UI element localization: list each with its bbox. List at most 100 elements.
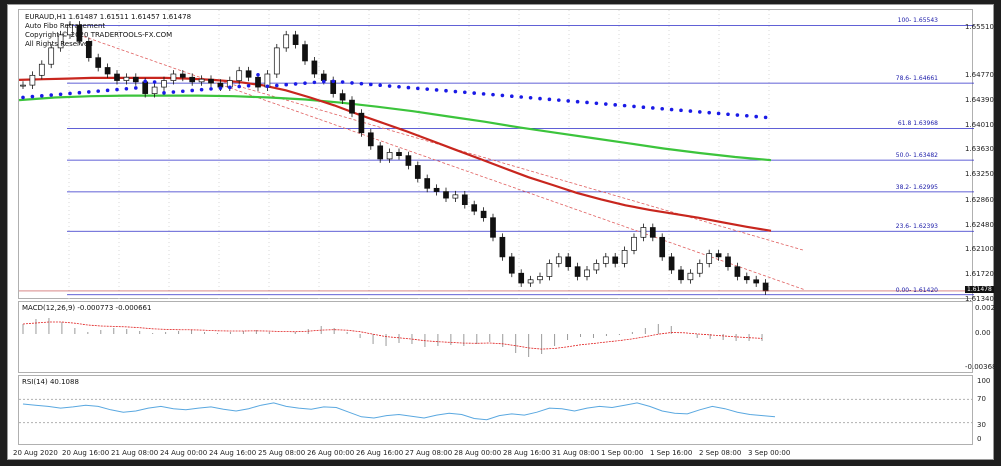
sar-dot [444,88,448,93]
candle-body [95,57,102,68]
rsi-level-0: 0 [977,435,982,443]
macd-label: MACD(12,26,9) -0.000773 -0.000661 [22,304,152,312]
sar-dot [256,72,260,77]
sar-dot [604,102,608,106]
time-axis-label: 25 Aug 08:00 [258,449,306,457]
sar-dot [115,87,119,92]
candle-body [706,253,713,264]
sar-dot [632,104,636,109]
candle-body [85,41,92,59]
price-scale[interactable]: 1.65510 1.64770 1.64390 1.64010 1.63630 1.632… [965,9,995,303]
macd-signal-line [22,321,763,350]
sar-dot [716,111,721,116]
macd-pane[interactable]: MACD(12,26,9) -0.000773 -0.000661 [18,301,973,373]
rsi-chart [19,398,974,424]
candle-body [104,67,111,75]
fib-level-label: 23.6- 1.62393 [895,223,938,231]
macd-scale-bottom: -0.003688 [965,363,1001,371]
candle-body [490,217,496,238]
price-axis-label: 1.61720 [965,270,994,279]
price-pane[interactable]: EURAUD,H1 1.61487 1.61511 1.61457 1.6147… [18,9,974,300]
sar-dot [688,109,693,113]
sar-dot [293,82,298,86]
candle-body [273,47,280,75]
sar-dot [425,87,430,91]
sar-dot [350,81,354,85]
candle-body [320,73,327,81]
price-axis-label: 1.61340 [965,295,994,303]
rsi-level-100: 100 [977,377,991,385]
candle-body [57,34,64,49]
candle-body [715,253,722,258]
candle-body [649,227,656,238]
sar-dot [575,99,580,104]
sar-dot [152,80,157,84]
time-axis-label: 24 Aug 00:00 [160,449,208,457]
candle-body [593,263,600,271]
sar-dot [77,90,82,95]
candle-body [48,47,55,65]
candle-body [687,272,694,281]
time-axis-label: 1 Sep 16:00 [650,449,693,457]
sar-dot [406,85,411,90]
sar-dot [491,92,495,97]
candle-body [659,236,666,258]
price-axis-label: 1.65510 [965,22,994,31]
time-axis-label: 2 Sep 08:00 [699,449,742,457]
sar-dot [472,91,477,95]
candle-body [358,112,365,134]
time-axis-label: 24 Aug 16:00 [209,449,257,457]
candle-body [565,256,572,268]
price-axis-label: 1.64010 [965,120,994,129]
sar-dot [669,107,674,112]
sar-dot [453,89,458,94]
sar-dot [566,99,570,103]
fib-level-label: 100- 1.65543 [897,17,938,25]
candle-body [537,276,543,281]
time-axis-label: 27 Aug 08:00 [405,449,453,457]
sar-dot [87,90,91,94]
candle-body [678,269,684,281]
sar-dot [181,89,185,94]
candle-body [424,178,431,189]
candle-body [555,256,562,264]
rsi-pane[interactable]: RSI(14) 40.1088 [18,375,974,445]
candle-body [499,236,506,258]
candle-body [189,76,196,83]
price-axis-label: 1.62100 [965,245,994,254]
sar-dot [30,94,35,99]
candle-body [367,132,374,147]
macd-scale: 0.002312 0.00 -0.003688 [965,301,1001,373]
price-axis-label: 1.62860 [965,195,994,204]
sar-dot [199,87,204,92]
sar-dot [585,100,589,105]
sar-dot [416,86,420,91]
sar-dot [237,84,241,89]
symbol-header: EURAUD,H1 1.61487 1.61511 1.61457 1.6147… [25,13,192,21]
sar-dot [218,86,223,90]
fib-level-label: 38.2- 1.62995 [895,183,938,191]
candle-body [114,73,120,81]
sar-dot [641,105,646,109]
sar-dot [190,88,194,93]
sar-dot [679,108,683,113]
candle-body [471,204,478,212]
candle-body [29,74,36,86]
sar-dot [171,90,176,94]
candle-body [255,76,261,88]
price-axis-label: 1.64390 [965,95,994,104]
candle-body [170,73,177,81]
sar-dot [698,110,702,114]
time-axis-label: 26 Aug 00:00 [307,449,355,457]
candle-body [518,272,525,284]
price-axis-label: 1.64770 [965,70,994,79]
sar-dot [143,79,147,84]
candle-body [208,78,214,84]
sar-dot [557,98,561,102]
sar-dot [397,85,401,89]
candle-body [245,70,252,78]
rights-text: All Rights Reserved [25,40,93,48]
price-chart [19,10,974,300]
candle-body [38,63,45,76]
sar-dot [387,84,392,88]
